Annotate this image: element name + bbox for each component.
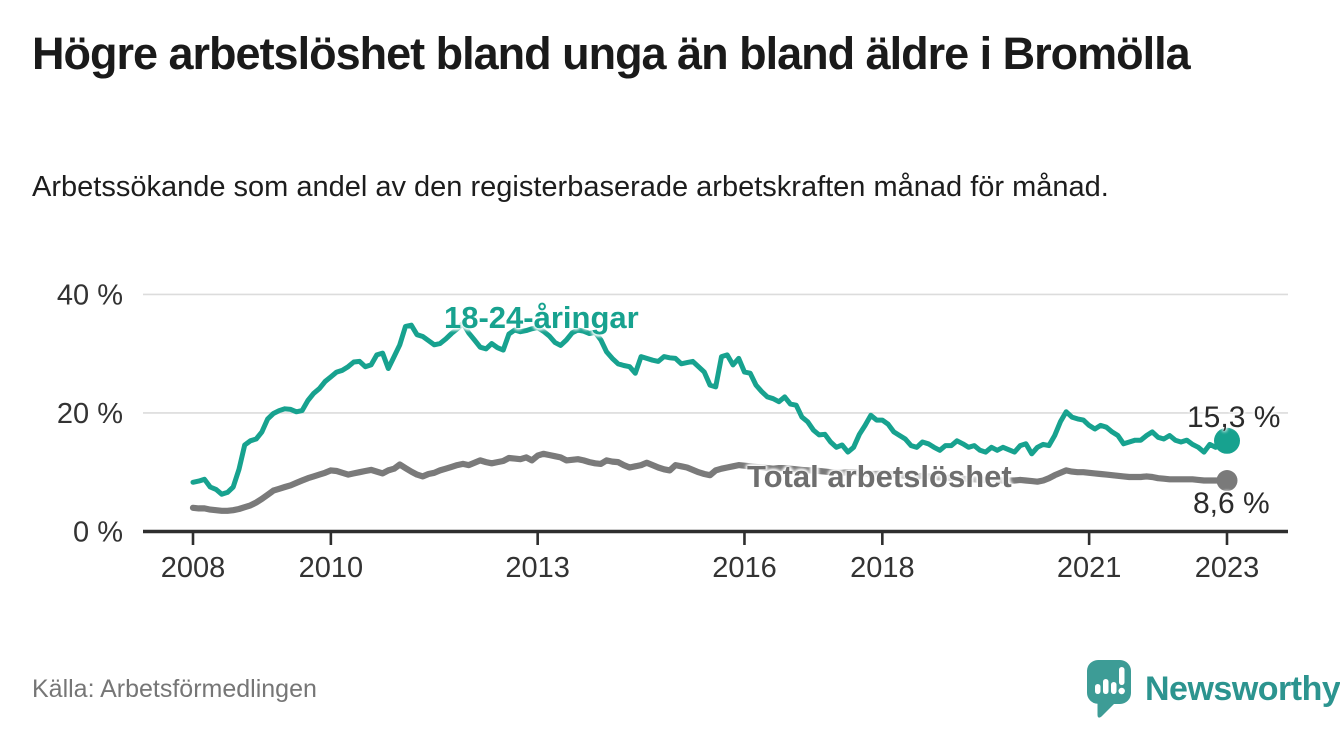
- series-line-1: [189, 450, 1231, 514]
- y-tick-label: 20 %: [57, 398, 123, 430]
- newsworthy-brand: Newsworthy: [1086, 659, 1340, 719]
- x-tick-label: 2013: [505, 552, 570, 584]
- end-value-total: 8,6 %: [1193, 487, 1270, 520]
- source-note: Källa: Arbetsförmedlingen: [32, 675, 317, 703]
- series-line-0: [190, 320, 1230, 497]
- y-tick-label: 40 %: [57, 279, 123, 311]
- series-label-young: 18-24-åringar: [444, 300, 639, 335]
- series-end-dot-1: [1216, 470, 1238, 492]
- x-tick-label: 2010: [299, 552, 364, 584]
- newsworthy-logo-icon: [1087, 660, 1131, 718]
- x-tick-label: 2018: [850, 552, 915, 584]
- end-value-young: 15,3 %: [1187, 401, 1281, 434]
- chart-subtitle: Arbetssökande som andel av den registerb…: [32, 171, 1109, 203]
- x-tick-label: 2021: [1057, 552, 1122, 584]
- y-tick-label: 0 %: [73, 517, 123, 549]
- x-tick-label: 2016: [712, 552, 777, 584]
- x-tick-label: 2023: [1195, 552, 1260, 584]
- series-label-total: Total arbetslöshet: [747, 459, 1012, 494]
- series-end-dot-0: [1213, 427, 1240, 454]
- newsworthy-wordmark: Newsworthy: [1145, 669, 1340, 708]
- page-title: Högre arbetslöshet bland unga än bland ä…: [32, 28, 1191, 79]
- x-tick-label: 2008: [161, 552, 226, 584]
